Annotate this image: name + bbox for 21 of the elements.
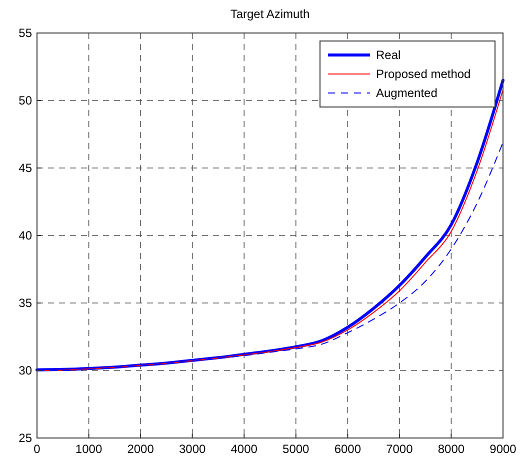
x-tick-label: 4000	[230, 442, 258, 456]
y-tick-label: 25	[18, 431, 32, 445]
legend-label: Proposed method	[376, 67, 471, 81]
y-tick-label: 35	[18, 296, 32, 310]
y-tick-label: 55	[18, 26, 32, 40]
y-tick-label: 30	[18, 364, 32, 378]
y-tick-label: 45	[18, 161, 32, 175]
x-tick-label: 1000	[75, 442, 102, 456]
y-tick-label: 40	[18, 228, 32, 242]
legend-label: Real	[376, 48, 401, 62]
chart-title: Target Azimuth	[230, 7, 310, 21]
x-tick-label: 2000	[127, 442, 154, 456]
x-tick-label: 8000	[438, 442, 465, 456]
x-tick-label: 6000	[334, 442, 362, 456]
x-tick-label: 3000	[178, 442, 206, 456]
x-tick-label: 9000	[490, 442, 517, 456]
x-tick-label: 5000	[282, 442, 310, 456]
y-tick-label: 50	[18, 94, 32, 108]
legend-label: Augmented	[376, 86, 438, 100]
x-tick-label: 7000	[386, 442, 414, 456]
x-tick-label: 0	[34, 442, 41, 456]
